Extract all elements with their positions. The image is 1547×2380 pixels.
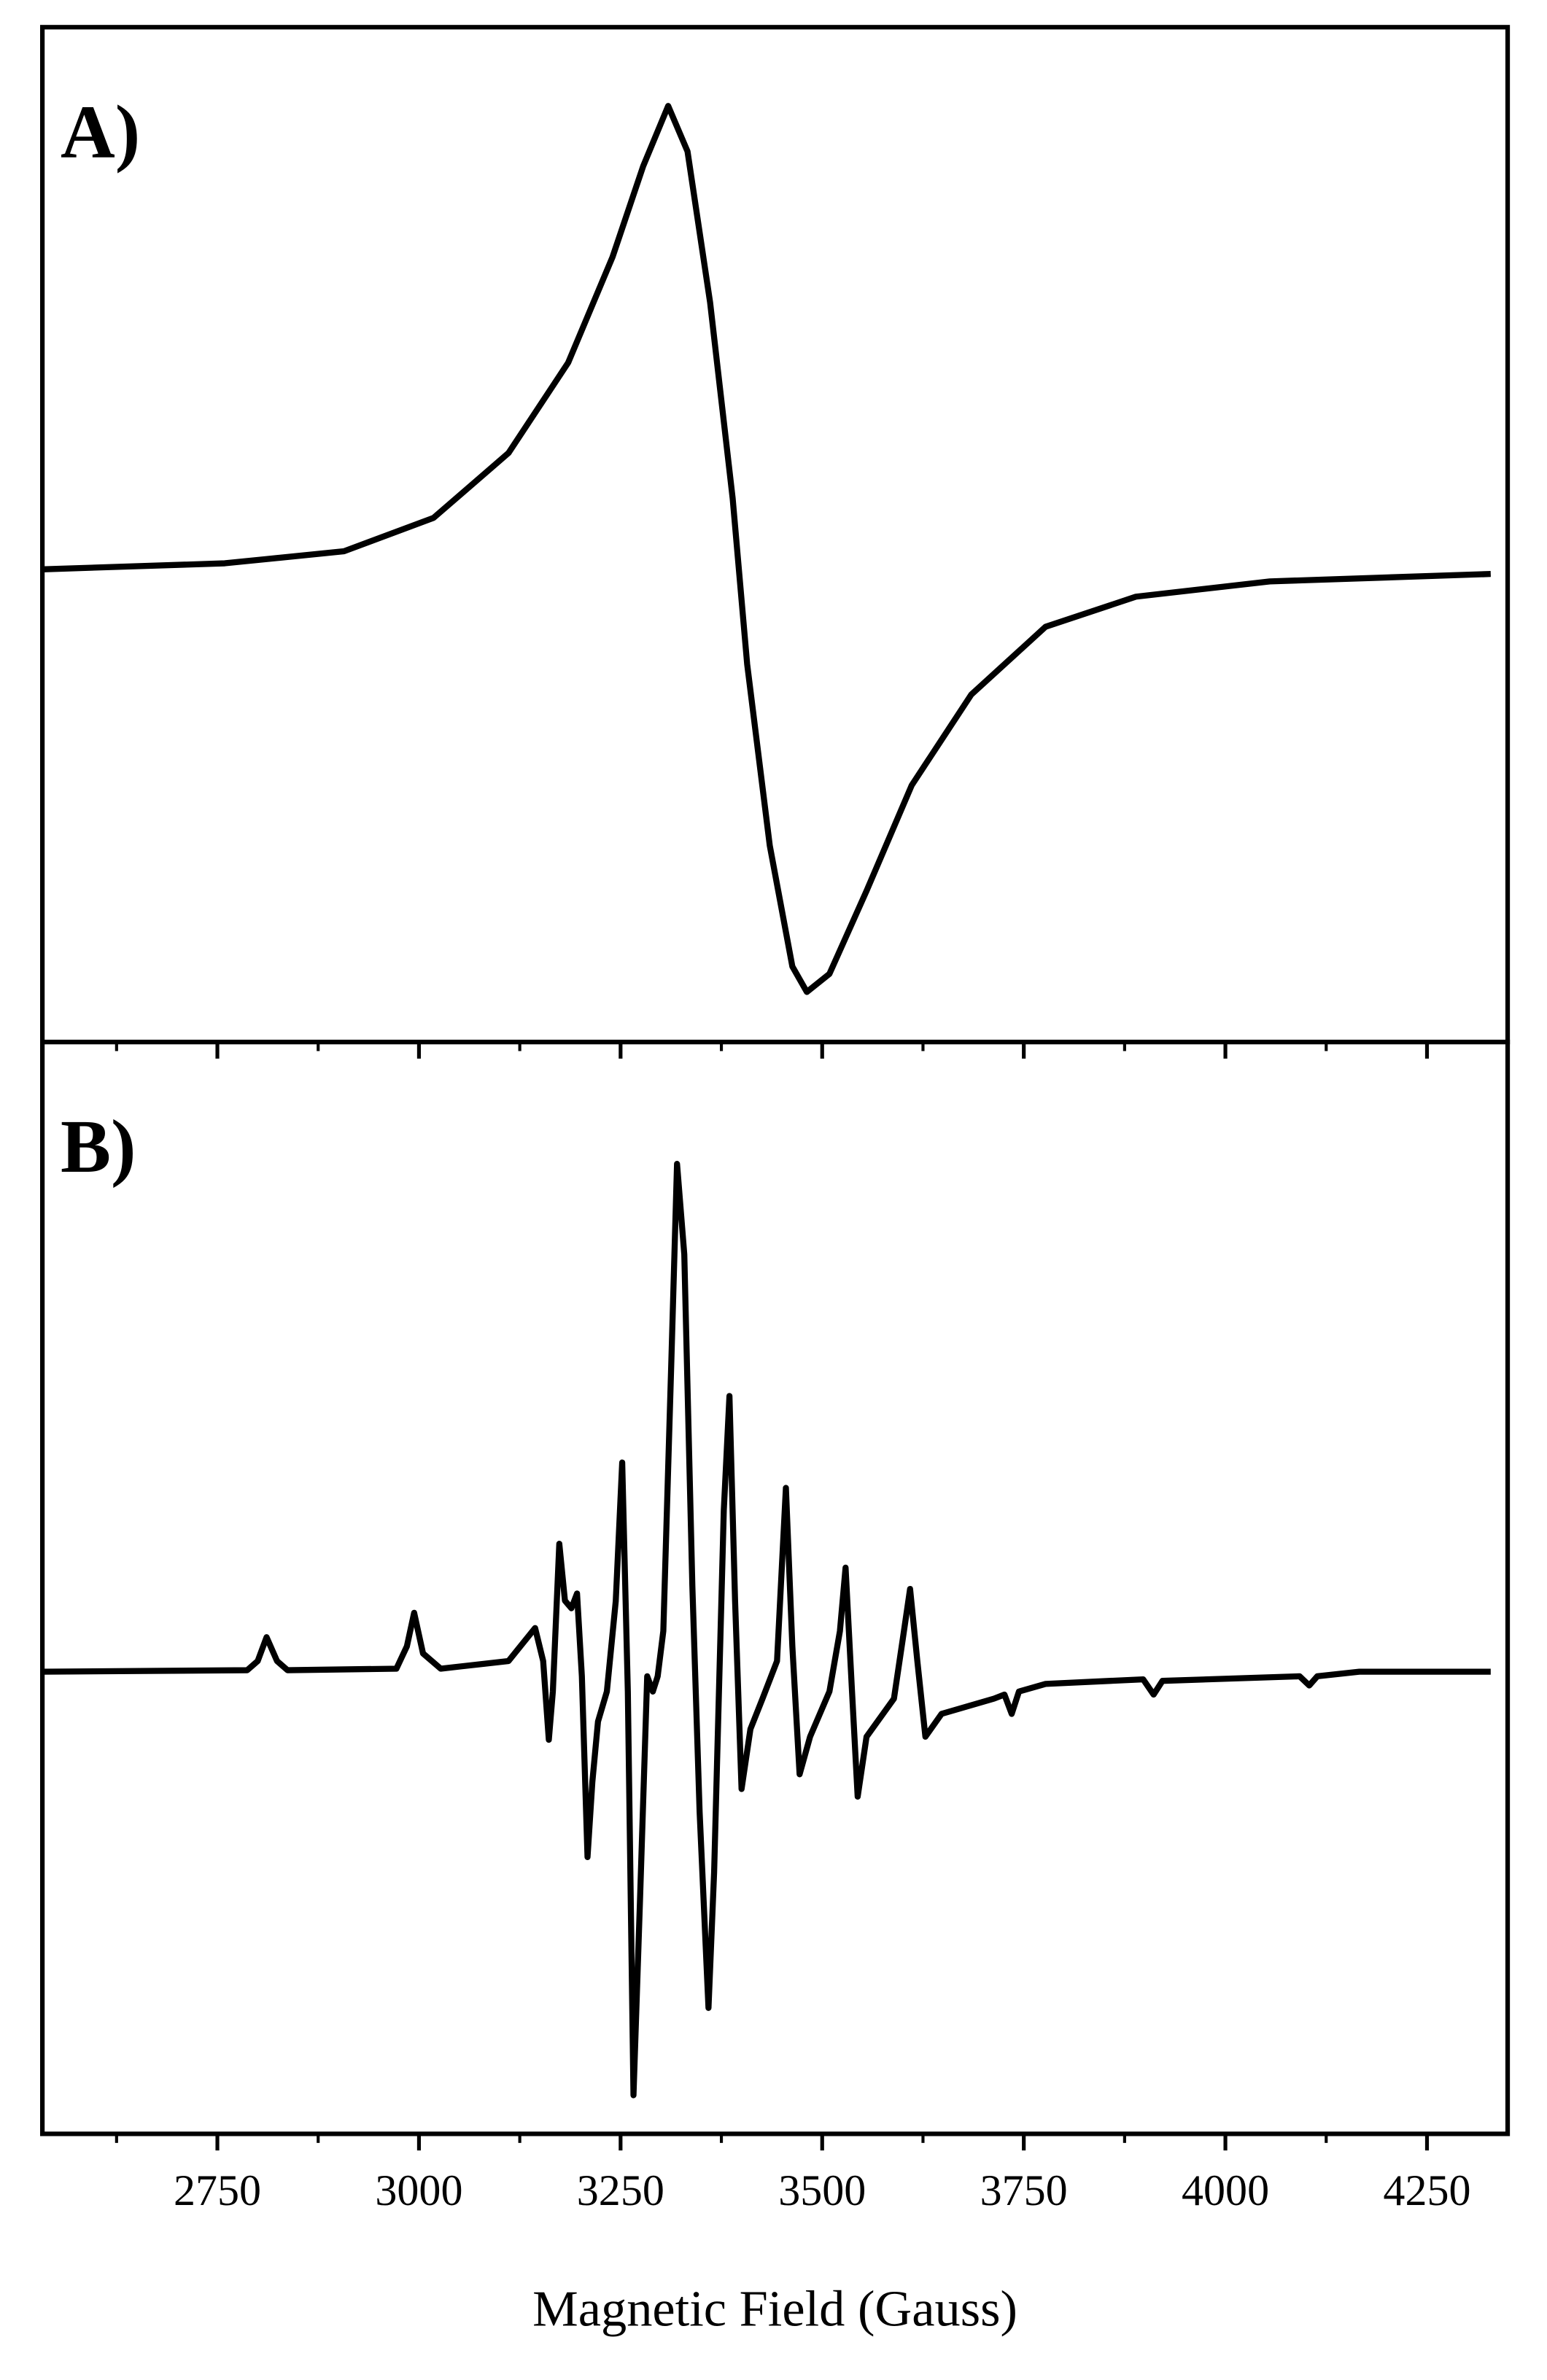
x-tick-label: 3250 xyxy=(577,2166,664,2214)
panel-label: B) xyxy=(61,1105,136,1189)
panel-label: A) xyxy=(61,90,140,174)
x-tick-label: 3750 xyxy=(980,2166,1068,2214)
spectrum-line xyxy=(42,1161,1491,2099)
x-axis-title: Magnetic Field (Gauss) xyxy=(532,2280,1017,2337)
x-tick-label: 4000 xyxy=(1182,2166,1269,2214)
x-tick-label: 3500 xyxy=(778,2166,866,2214)
x-tick-label: 2750 xyxy=(174,2166,261,2214)
panel-frame xyxy=(39,1039,1511,2136)
spectrum-line xyxy=(42,103,1491,995)
x-tick-label: 3000 xyxy=(375,2166,462,2214)
x-tick-label: 4250 xyxy=(1383,2166,1470,2214)
